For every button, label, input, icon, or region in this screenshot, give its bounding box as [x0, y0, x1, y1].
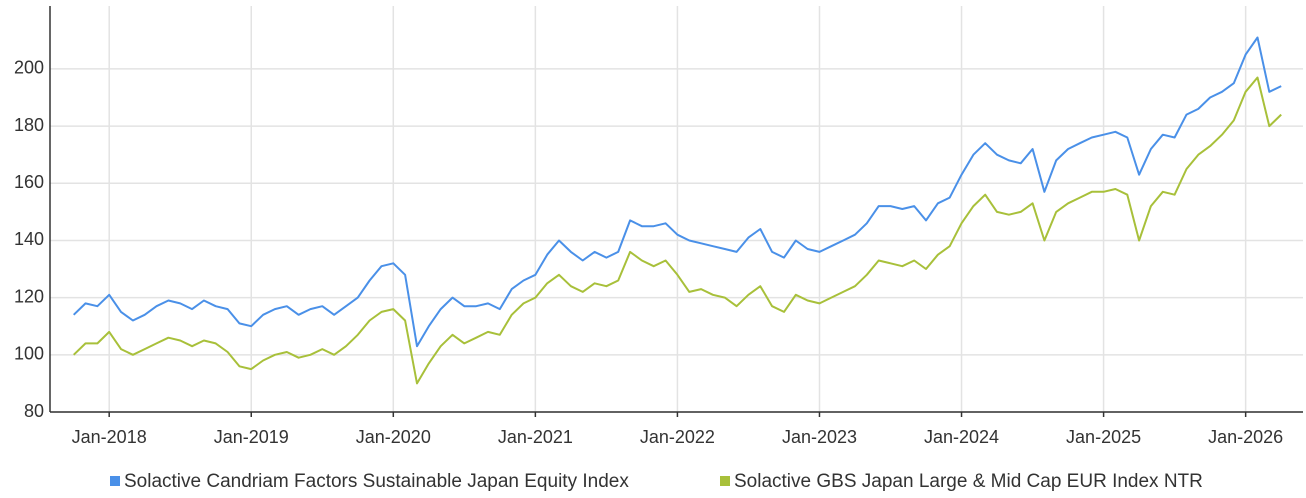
- legend-swatch: [110, 476, 120, 486]
- series-line: [73, 76, 1282, 385]
- x-tick-label: Jan-2020: [356, 427, 431, 447]
- x-tick-label: Jan-2026: [1208, 427, 1283, 447]
- legend-label: Solactive GBS Japan Large & Mid Cap EUR …: [734, 471, 1203, 492]
- y-tick-label: 160: [14, 172, 44, 192]
- x-tick-label: Jan-2021: [498, 427, 573, 447]
- x-tick-label: Jan-2024: [924, 427, 999, 447]
- x-tick-label: Jan-2025: [1066, 427, 1141, 447]
- y-tick-label: 120: [14, 286, 44, 306]
- y-tick-label: 200: [14, 58, 44, 78]
- legend-label: Solactive Candriam Factors Sustainable J…: [124, 471, 629, 492]
- x-tick-label: Jan-2019: [214, 427, 289, 447]
- y-tick-label: 80: [24, 401, 44, 421]
- x-tick-label: Jan-2023: [782, 427, 857, 447]
- x-tick-label: Jan-2018: [72, 427, 147, 447]
- y-tick-label: 180: [14, 115, 44, 135]
- y-tick-label: 100: [14, 344, 44, 364]
- y-tick-label: 140: [14, 229, 44, 249]
- legend-swatch: [720, 476, 730, 486]
- x-tick-label: Jan-2022: [640, 427, 715, 447]
- series-line: [73, 36, 1282, 348]
